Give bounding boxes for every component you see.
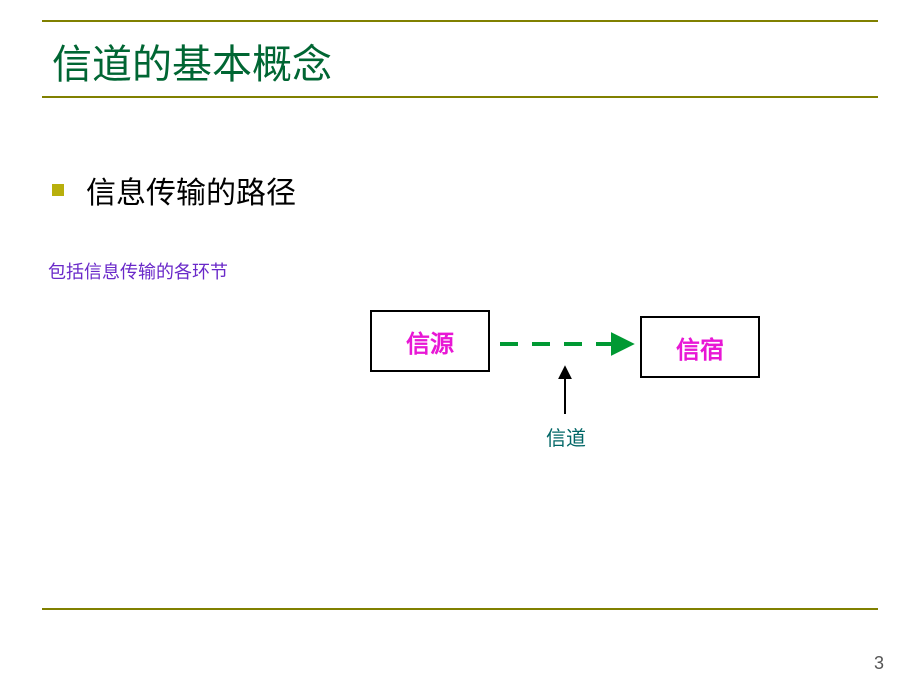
bullet-text: 信息传输的路径 xyxy=(86,168,296,212)
channel-label: 信道 xyxy=(546,422,586,451)
node-source: 信源 xyxy=(370,310,490,372)
page-title: 信道的基本概念 xyxy=(52,32,332,90)
page-number: 3 xyxy=(874,653,884,674)
node-sink-label: 信宿 xyxy=(676,330,724,365)
bottom-rule xyxy=(42,608,878,610)
slide: 信道的基本概念 信息传输的路径 包括信息传输的各环节 信源 信宿 信道 3 xyxy=(0,0,920,690)
bullet-item: 信息传输的路径 xyxy=(52,168,296,212)
title-top-rule xyxy=(42,20,878,22)
sub-caption: 包括信息传输的各环节 xyxy=(48,258,228,284)
title-underline xyxy=(42,96,878,98)
bullet-square-icon xyxy=(52,184,64,196)
node-sink: 信宿 xyxy=(640,316,760,378)
node-source-label: 信源 xyxy=(406,324,454,359)
